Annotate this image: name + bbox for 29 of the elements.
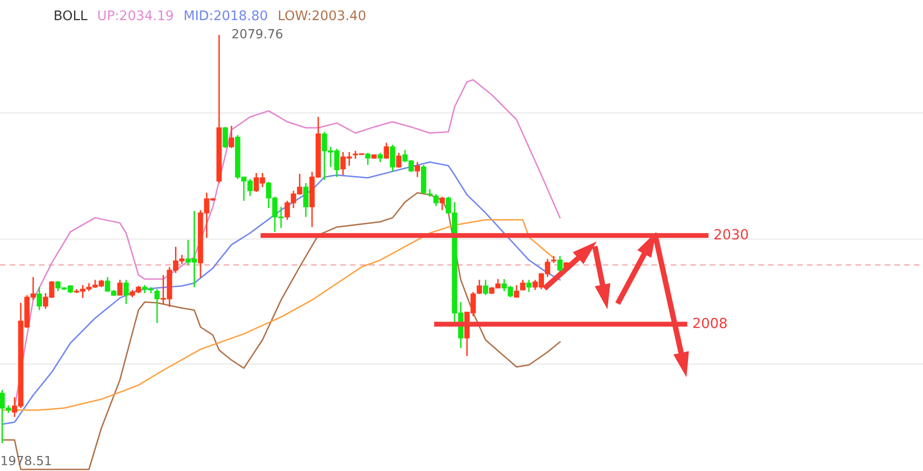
candlestick xyxy=(123,279,129,305)
candlestick xyxy=(384,142,390,160)
candlestick xyxy=(433,193,439,207)
ref-line-label: 2030 xyxy=(714,229,748,240)
annotation: 2079.76 xyxy=(232,29,282,38)
candlestick xyxy=(514,284,520,298)
candlestick xyxy=(557,255,563,272)
candlestick xyxy=(378,152,383,163)
candlestick xyxy=(526,279,532,293)
candlestick xyxy=(365,152,370,166)
candlestick xyxy=(440,196,445,211)
candlestick xyxy=(482,279,488,296)
candlestick xyxy=(228,125,234,149)
candlestick xyxy=(396,152,402,168)
candlestick xyxy=(414,161,420,178)
candlestick xyxy=(36,286,42,311)
candlestick xyxy=(427,188,432,198)
annotation: BOLL xyxy=(54,10,88,20)
text: MID:2018.80 xyxy=(184,10,268,20)
candlestick xyxy=(303,182,308,218)
candlestick xyxy=(520,279,526,291)
candlestick xyxy=(154,288,160,324)
ref-line-label: 2008 xyxy=(693,318,727,328)
candlestick xyxy=(476,279,482,295)
candlestick xyxy=(117,279,123,296)
text: LOW:2003.40 xyxy=(278,10,366,20)
candlestick xyxy=(390,144,396,172)
text: UP:2034.19 xyxy=(98,10,173,20)
candlestick xyxy=(222,126,228,149)
